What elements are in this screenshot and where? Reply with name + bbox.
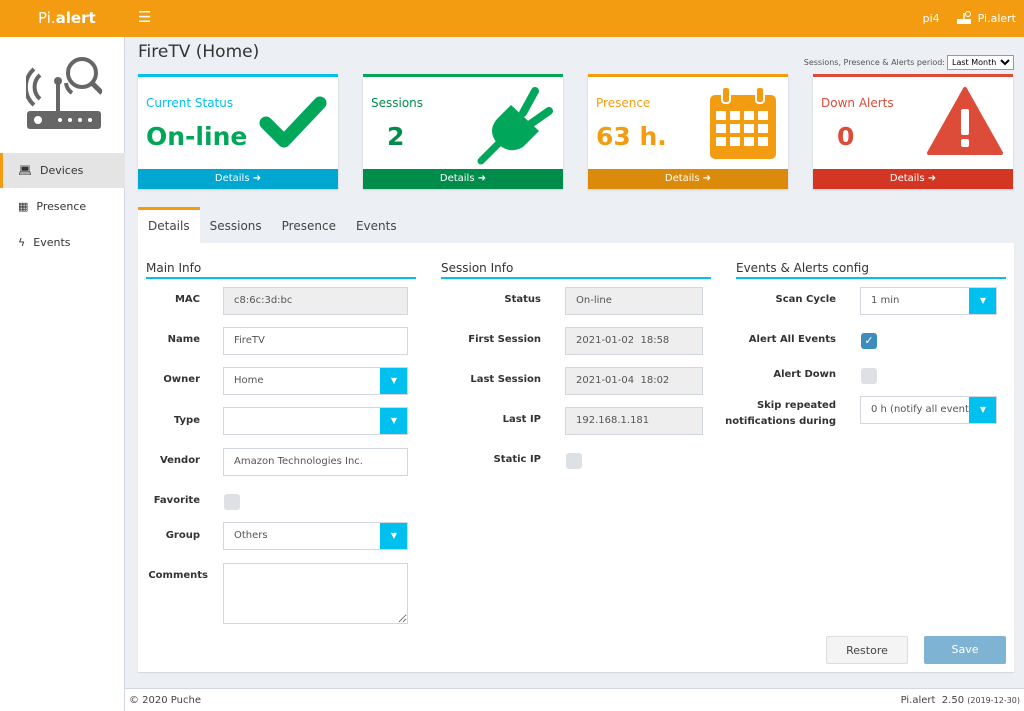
card-current-status: Current Status On-line Details ➜ [138,74,338,189]
type-dropdown-button[interactable]: ▼ [380,408,407,434]
warning-icon [927,87,1003,155]
hamburger-icon[interactable]: ☰ [138,8,152,26]
skip-dropdown-button[interactable]: ▼ [969,397,996,423]
name-field[interactable]: FireTV [223,327,408,355]
router-icon [956,11,971,24]
skip-notifications-field[interactable]: 0 h (notify all events) ▼ [860,396,997,424]
tab-details[interactable]: Details [138,207,200,243]
details-link[interactable]: Details ➜ [813,169,1013,189]
sidebar-item-devices[interactable]: 💻︎ Devices [0,153,125,188]
mac-field[interactable]: c8:6c:3d:bc [223,287,408,315]
details-link[interactable]: Details ➜ [138,169,338,189]
laptop-icon: 💻︎ [18,164,32,177]
user-menu[interactable]: Pi.alert [956,11,1016,25]
bolt-icon: ϟ [18,236,26,249]
restore-button[interactable]: Restore [826,636,908,664]
plug-icon [477,87,553,165]
sidebar-item-events[interactable]: ϟ Events [18,236,71,249]
card-sessions: Sessions 2 Details ➜ [363,74,563,189]
period-selector: Sessions, Presence & Alerts period: Last… [804,55,1014,70]
details-link[interactable]: Details ➜ [363,169,563,189]
last-ip-field[interactable]: 192.168.1.181 [565,407,703,435]
calendar-icon [710,86,776,159]
last-session-field[interactable]: 2021-01-04 18:02 [565,367,703,395]
footer: © 2020 Puche Pi.alert 2.50 (2019-12-30) [125,688,1024,711]
vendor-field[interactable]: Amazon Technologies Inc. [223,448,408,476]
comments-textarea[interactable] [223,563,408,624]
owner-dropdown-button[interactable]: ▼ [380,368,407,394]
group-field[interactable]: Others ▼ [223,522,408,550]
details-panel: Main Info MAC c8:6c:3d:bc Name FireTV Ow… [138,243,1014,672]
pialert-logo-icon [26,57,102,129]
main-info-heading: Main Info [146,261,416,279]
device-tabs: Details Sessions Presence Events [138,207,407,243]
tab-presence[interactable]: Presence [281,219,336,233]
calendar-icon: ▦ [18,200,29,213]
sidebar: 💻︎ Devices ▦ Presence ϟ Events [0,37,125,711]
details-link[interactable]: Details ➜ [588,169,788,189]
group-dropdown-button[interactable]: ▼ [380,523,407,549]
page-title: FireTV (Home) [138,42,260,62]
favorite-checkbox[interactable] [224,494,240,510]
alert-down-checkbox[interactable] [861,368,877,384]
scan-cycle-dropdown-button[interactable]: ▼ [969,288,996,314]
period-select[interactable]: Last Month [947,55,1014,70]
check-icon [259,96,327,148]
events-config-heading: Events & Alerts config [736,261,1006,279]
card-down-alerts: Down Alerts 0 Details ➜ [813,74,1013,189]
tab-sessions[interactable]: Sessions [209,219,262,233]
scan-cycle-field[interactable]: 1 min ▼ [860,287,997,315]
app-logo[interactable]: Pi.alert [38,9,96,27]
card-presence: Presence 63 h. Details ➜ [588,74,788,189]
session-info-heading: Session Info [441,261,711,279]
owner-field[interactable]: Home ▼ [223,367,408,395]
status-field[interactable]: On-line [565,287,703,315]
save-button[interactable]: Save [924,636,1006,664]
first-session-field[interactable]: 2021-01-02 18:58 [565,327,703,355]
top-header: Pi.alert ☰ pi4 Pi.alert [0,0,1024,37]
sidebar-item-presence[interactable]: ▦ Presence [18,200,87,213]
alert-all-events-checkbox[interactable]: ✓ [861,333,877,349]
host-name: pi4 [922,11,940,25]
tab-events[interactable]: Events [355,219,397,233]
type-field[interactable]: ▼ [223,407,408,435]
static-ip-checkbox[interactable] [566,453,582,469]
